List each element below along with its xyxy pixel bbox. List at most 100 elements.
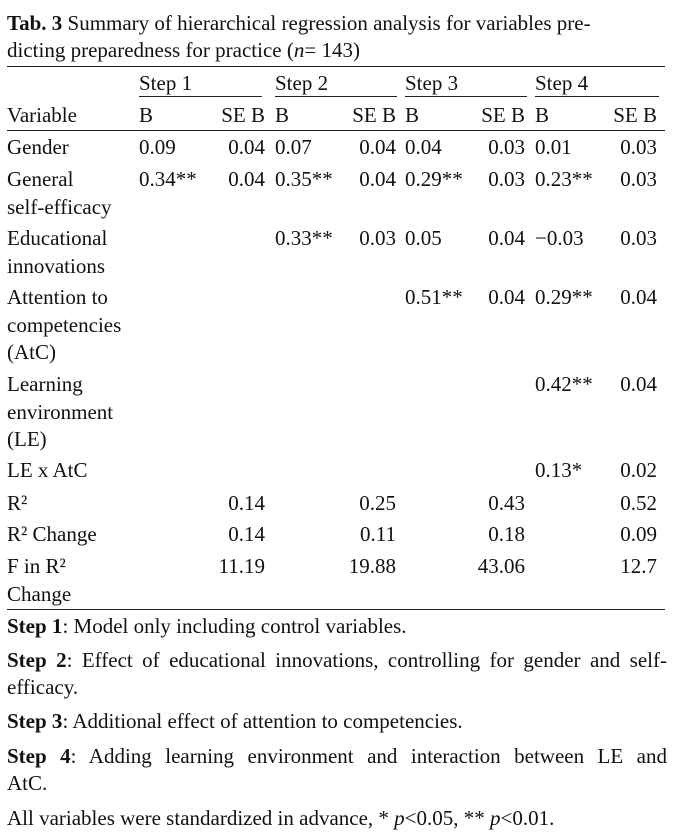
- footnote-mid: <0.05, **: [404, 806, 491, 830]
- table-caption: Tab. 3 Summary of hierarchical regressio…: [7, 10, 667, 64]
- table-cell: 0.04: [488, 285, 525, 309]
- caption-line-1: Tab. 3 Summary of hierarchical regressio…: [7, 10, 667, 37]
- caption-label: Tab. 3: [7, 11, 63, 35]
- table-cell: 0.03: [620, 135, 657, 159]
- table-cell: 0.04: [359, 135, 396, 159]
- row-label: Learning: [7, 372, 83, 396]
- table-cell: 0.04: [228, 135, 265, 159]
- footnote-p-symbol-2: p: [490, 806, 501, 830]
- table-cell: 0.35**: [275, 167, 333, 191]
- table-cell: 0.02: [620, 458, 657, 482]
- note-step-3-label: Step 3: [7, 709, 63, 733]
- row-label: Gender: [7, 135, 69, 159]
- row-label: R²: [7, 491, 28, 515]
- seb-column-header: SE B: [613, 103, 657, 127]
- row-label: environment: [7, 399, 114, 424]
- seb-column-header: SE B: [481, 103, 525, 127]
- table-cell: 0.01: [535, 135, 572, 159]
- table-cell: 0.03: [359, 226, 396, 250]
- table-cell: 0.03: [488, 167, 525, 191]
- footnote-suffix: <0.01.: [500, 806, 555, 830]
- table-cell: 0.04: [488, 226, 525, 250]
- row-label: (AtC): [7, 340, 56, 364]
- caption-n-symbol: n: [293, 38, 305, 62]
- note-step-4: Step 4: Adding learning environment and …: [7, 743, 667, 797]
- table-cell: 0.42**: [535, 372, 593, 396]
- table-notes: Step 1: Model only including control var…: [7, 613, 667, 640]
- row-label: Educational: [7, 226, 108, 250]
- table-cell: 0.29**: [405, 167, 463, 191]
- row-label: R² Change: [7, 522, 97, 546]
- table-cell: 0.29**: [535, 285, 593, 309]
- variable-column-header: Variable: [7, 103, 77, 127]
- table-cell: 0.04: [228, 167, 265, 191]
- table-cell: 0.23**: [535, 167, 593, 191]
- step-1-header: Step 1: [139, 70, 262, 97]
- table-cell: 11.19: [218, 554, 265, 578]
- table-cell: 0.51**: [405, 285, 463, 309]
- note-step-2-text: : Effect of educational innovations, con…: [7, 648, 667, 699]
- table-cell: 0.09: [620, 522, 657, 546]
- table-cell: 0.13*: [535, 458, 583, 482]
- row-label: LE x AtC: [7, 458, 88, 482]
- table-cell: 0.03: [620, 226, 657, 250]
- step-4-header: Step 4: [535, 70, 659, 97]
- b-column-header: B: [275, 103, 290, 127]
- table-cell: 0.04: [359, 167, 396, 191]
- table-cell: 0.33**: [275, 226, 333, 250]
- step-2-header: Step 2: [275, 70, 397, 97]
- row-label: competencies: [7, 312, 122, 337]
- table-header-rule: [7, 130, 665, 131]
- footnote-prefix: All variables were standardized in advan…: [7, 806, 395, 830]
- row-label: F in R²: [7, 554, 66, 578]
- note-step-2: Step 2: Effect of educational innovation…: [7, 647, 667, 701]
- note-step-4-text: : Adding learning environment and intera…: [7, 744, 667, 795]
- footnote-p-symbol-1: p: [394, 806, 405, 830]
- row-label: innovations: [7, 253, 105, 278]
- b-column-header: B: [405, 103, 420, 127]
- note-footnote-block: All variables were standardized in advan…: [7, 805, 667, 832]
- table-cell: 0.07: [275, 135, 312, 159]
- row-label: General: [7, 167, 74, 191]
- note-step-1: Step 1: Model only including control var…: [7, 613, 667, 640]
- seb-column-header: SE B: [352, 103, 396, 127]
- b-column-header: B: [139, 103, 154, 127]
- row-label: Attention to: [7, 285, 108, 309]
- table-bottom-rule: [7, 609, 665, 610]
- caption-line-2: dicting preparedness for practice (n= 14…: [7, 37, 667, 64]
- note-footnote: All variables were standardized in advan…: [7, 805, 667, 832]
- table-cell: 0.14: [228, 522, 265, 546]
- note-step-2-block: Step 2: Effect of educational innovation…: [7, 647, 667, 701]
- seb-column-header: SE B: [221, 103, 265, 127]
- caption-text-line-2-prefix: dicting preparedness for practice (: [7, 38, 294, 62]
- table-cell: 0.09: [139, 135, 176, 159]
- note-step-1-label: Step 1: [7, 614, 63, 638]
- row-label: (LE): [7, 427, 47, 451]
- note-step-4-block: Step 4: Adding learning environment and …: [7, 743, 667, 797]
- caption-text-line-1: Summary of hierarchical regression analy…: [67, 11, 591, 35]
- table-cell: 0.18: [488, 522, 525, 546]
- row-label: Change: [7, 581, 72, 606]
- table-cell: 0.04: [620, 285, 657, 309]
- table-cell: 0.04: [405, 135, 442, 159]
- table-cell: 0.11: [360, 522, 396, 546]
- table-cell: 0.34**: [139, 167, 197, 191]
- table-cell: 0.05: [405, 226, 442, 250]
- caption-text-line-2-suffix: = 143): [304, 38, 360, 62]
- note-step-3-block: Step 3: Additional effect of attention t…: [7, 708, 667, 735]
- step-3-header: Step 3: [405, 70, 527, 97]
- table-cell: 0.52: [620, 491, 657, 515]
- note-step-3: Step 3: Additional effect of attention t…: [7, 708, 667, 735]
- table-cell: 0.04: [620, 372, 657, 396]
- table-cell: 43.06: [477, 554, 525, 578]
- table-top-rule: [7, 66, 665, 67]
- table-cell: 0.43: [488, 491, 525, 515]
- table-cell: 19.88: [348, 554, 396, 578]
- b-column-header: B: [535, 103, 550, 127]
- table-cell: −0.03: [535, 226, 584, 250]
- table-cell: 0.14: [228, 491, 265, 515]
- note-step-4-label: Step 4: [7, 744, 71, 768]
- table-cell: 0.25: [359, 491, 396, 515]
- table-cell: 12.7: [620, 554, 657, 578]
- note-step-3-text: : Additional effect of attention to comp…: [62, 709, 463, 733]
